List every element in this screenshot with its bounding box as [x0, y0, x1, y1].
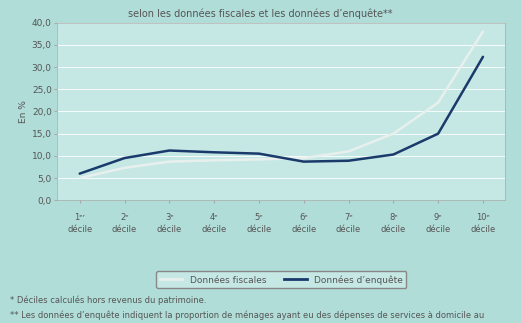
- Text: 4ᵉ: 4ᵉ: [210, 213, 218, 222]
- Text: 8ᵉ: 8ᵉ: [389, 213, 398, 222]
- Text: décile: décile: [426, 225, 451, 234]
- Text: 1ᵉʳ: 1ᵉʳ: [74, 213, 85, 222]
- Text: décile: décile: [470, 225, 495, 234]
- Text: * Déciles calculés hors revenus du patrimoine.: * Déciles calculés hors revenus du patri…: [10, 296, 207, 305]
- Text: décile: décile: [112, 225, 137, 234]
- Text: ** Les données d’enquête indiquent la proportion de ménages ayant eu des dépense: ** Les données d’enquête indiquent la pr…: [10, 311, 485, 320]
- Legend: Données fiscales, Données d’enquête: Données fiscales, Données d’enquête: [156, 271, 406, 288]
- Text: décile: décile: [246, 225, 271, 234]
- Text: décile: décile: [291, 225, 316, 234]
- Text: décile: décile: [202, 225, 227, 234]
- Text: 10ᵉ: 10ᵉ: [476, 213, 490, 222]
- Text: 3ᵉ: 3ᵉ: [165, 213, 174, 222]
- Text: 7ᵉ: 7ᵉ: [344, 213, 353, 222]
- Text: 6ᵉ: 6ᵉ: [299, 213, 308, 222]
- Text: 5ᵉ: 5ᵉ: [255, 213, 263, 222]
- Text: décile: décile: [381, 225, 406, 234]
- Text: selon les données fiscales et les données d’enquête**: selon les données fiscales et les donnée…: [128, 8, 393, 19]
- Y-axis label: En %: En %: [19, 100, 28, 123]
- Text: 2ᵉ: 2ᵉ: [120, 213, 129, 222]
- Text: décile: décile: [336, 225, 361, 234]
- Text: décile: décile: [157, 225, 182, 234]
- Text: décile: décile: [67, 225, 92, 234]
- Text: 9ᵉ: 9ᵉ: [434, 213, 442, 222]
